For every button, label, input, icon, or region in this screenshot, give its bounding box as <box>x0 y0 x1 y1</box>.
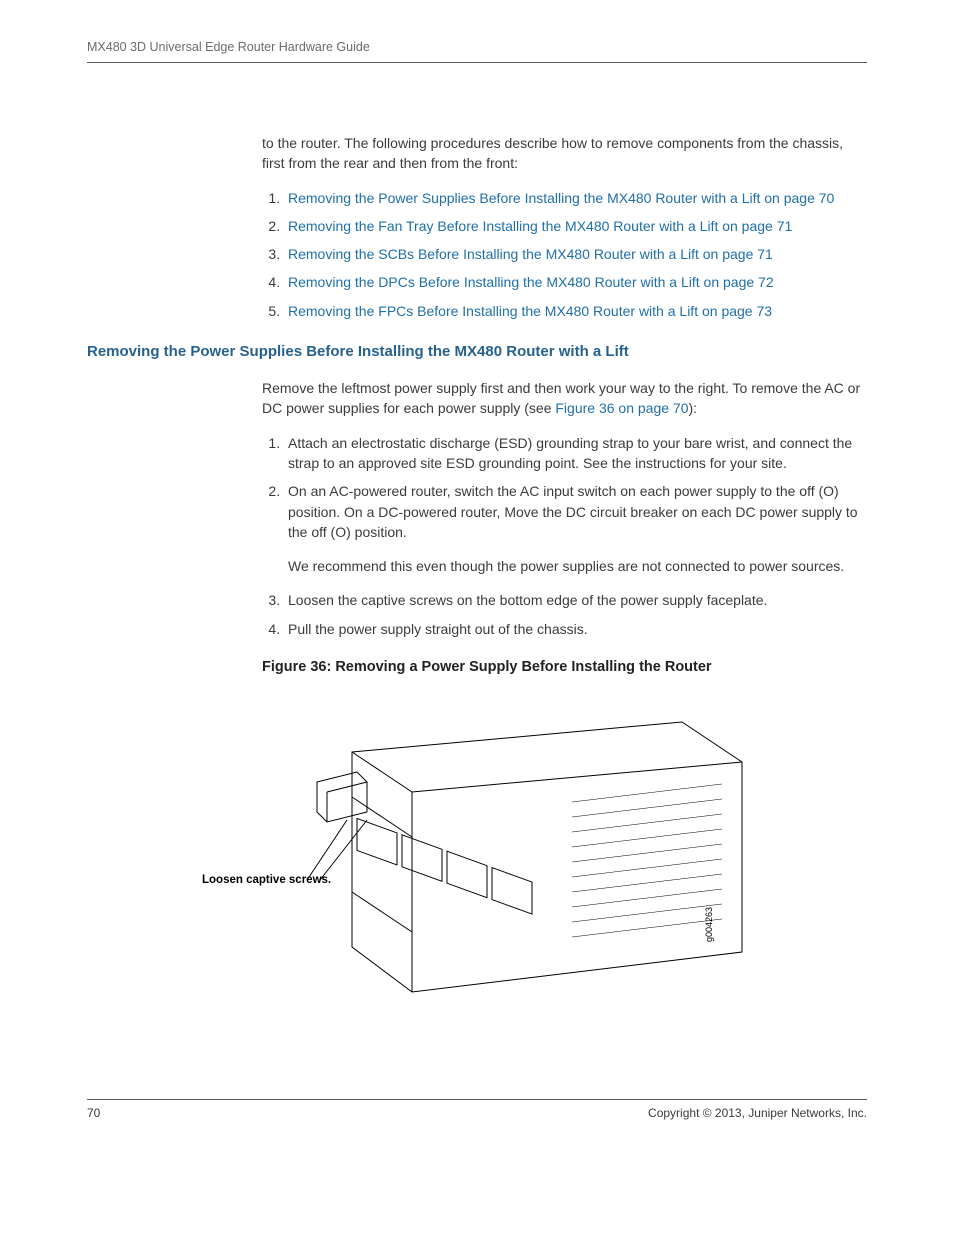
xref-link-1[interactable]: Removing the Power Supplies Before Insta… <box>288 190 834 206</box>
router-diagram-icon: g004263 <box>202 692 762 1002</box>
step-1: Attach an electrostatic discharge (ESD) … <box>284 433 867 474</box>
cross-ref-list: Removing the Power Supplies Before Insta… <box>262 188 867 321</box>
intro-paragraph: to the router. The following procedures … <box>262 133 867 174</box>
copyright-text: Copyright © 2013, Juniper Networks, Inc. <box>648 1106 867 1120</box>
section-intro-post: ): <box>688 400 697 416</box>
step-2-note: We recommend this even though the power … <box>288 556 867 576</box>
page-footer: 70 Copyright © 2013, Juniper Networks, I… <box>87 1099 867 1120</box>
step-4: Pull the power supply straight out of th… <box>284 619 867 639</box>
figure-illustration: Loosen captive screws. <box>202 692 762 1002</box>
page-number: 70 <box>87 1106 100 1120</box>
figure-id-label: g004263 <box>704 907 714 942</box>
step-2: On an AC-powered router, switch the AC i… <box>284 481 867 576</box>
xref-link-4[interactable]: Removing the DPCs Before Installing the … <box>288 274 774 290</box>
figure-title: Figure 36: Removing a Power Supply Befor… <box>262 657 867 678</box>
step-2-text: On an AC-powered router, switch the AC i… <box>288 483 858 540</box>
xref-link-5[interactable]: Removing the FPCs Before Installing the … <box>288 303 772 319</box>
xref-link-2[interactable]: Removing the Fan Tray Before Installing … <box>288 218 792 234</box>
figure-callout: Loosen captive screws. <box>202 872 331 889</box>
step-3: Loosen the captive screws on the bottom … <box>284 590 867 610</box>
section-heading: Removing the Power Supplies Before Insta… <box>87 343 867 360</box>
figure-ref-link[interactable]: Figure 36 on page 70 <box>555 400 688 416</box>
body-content: to the router. The following procedures … <box>262 133 867 321</box>
xref-link-3[interactable]: Removing the SCBs Before Installing the … <box>288 246 773 262</box>
procedure-steps: Attach an electrostatic discharge (ESD) … <box>262 433 867 639</box>
running-header: MX480 3D Universal Edge Router Hardware … <box>87 40 867 63</box>
section-intro: Remove the leftmost power supply first a… <box>262 378 867 419</box>
